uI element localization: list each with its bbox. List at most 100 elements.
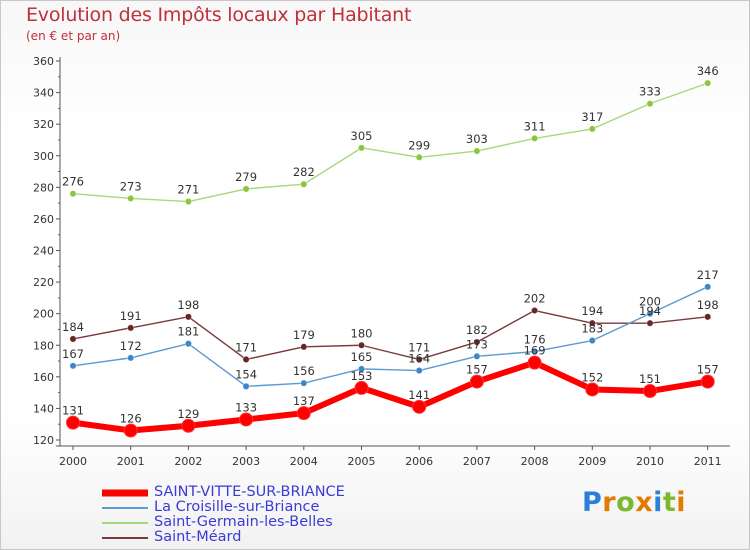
data-point <box>588 319 596 327</box>
x-tick-label: 2007 <box>463 455 491 468</box>
y-tick-label: 140 <box>33 402 54 415</box>
y-tick-label: 160 <box>33 371 54 384</box>
data-label: 346 <box>697 64 719 78</box>
data-label: 276 <box>62 175 84 189</box>
data-label: 198 <box>177 298 199 312</box>
logo-letter: i <box>676 487 687 518</box>
data-label: 184 <box>62 320 84 334</box>
data-label: 167 <box>62 347 84 361</box>
data-label: 157 <box>466 363 488 377</box>
legend-label: SAINT-VITTE-SUR-BRIANCE <box>154 484 345 500</box>
data-point <box>473 147 481 155</box>
y-tick-label: 260 <box>33 213 54 226</box>
data-label: 137 <box>293 394 315 408</box>
data-label: 129 <box>177 407 199 421</box>
data-point <box>646 100 654 108</box>
legend-swatch-saint-meard <box>102 536 148 539</box>
data-label: 279 <box>235 170 257 184</box>
legend-swatch-la-croisille <box>102 506 148 509</box>
data-label: 171 <box>235 340 257 354</box>
data-label: 157 <box>697 363 719 377</box>
data-label: 191 <box>120 309 142 323</box>
series-line <box>72 286 709 388</box>
data-label: 133 <box>235 400 257 414</box>
data-point <box>184 313 192 321</box>
proxiti-logo: Proxiti <box>582 487 686 518</box>
data-point <box>704 79 712 87</box>
y-tick-label: 320 <box>33 118 54 131</box>
data-point <box>242 355 250 363</box>
data-label: 202 <box>524 292 546 306</box>
data-point <box>588 337 596 345</box>
data-label: 194 <box>581 304 603 318</box>
data-point <box>588 125 596 133</box>
data-label: 303 <box>466 132 488 146</box>
data-point <box>69 362 77 370</box>
logo-letter: x <box>635 487 654 518</box>
data-label: 181 <box>177 325 199 339</box>
data-point <box>127 194 135 202</box>
data-label: 273 <box>120 179 142 193</box>
legend-label: Saint-Méard <box>154 529 242 545</box>
y-tick-label: 220 <box>33 276 54 289</box>
y-tick-label: 340 <box>33 87 54 100</box>
chart-subtitle: (en € et par an) <box>26 29 121 43</box>
y-tick-label: 200 <box>33 308 54 321</box>
data-label: 311 <box>524 119 546 133</box>
legend-label: Saint-Germain-les-Belles <box>154 514 333 530</box>
data-point <box>69 190 77 198</box>
data-label: 180 <box>351 326 373 340</box>
data-label: 126 <box>120 412 142 426</box>
data-label: 183 <box>581 322 603 336</box>
data-label: 282 <box>293 165 315 179</box>
data-point <box>469 374 484 389</box>
data-label: 141 <box>408 388 430 402</box>
logo-letter: P <box>582 487 603 518</box>
x-tick-label: 2003 <box>232 455 260 468</box>
data-label: 151 <box>639 372 661 386</box>
data-point <box>184 198 192 206</box>
data-point <box>415 355 423 363</box>
y-tick-label: 240 <box>33 245 54 258</box>
data-point <box>643 384 657 399</box>
data-point <box>242 185 250 193</box>
x-tick-label: 2011 <box>694 455 722 468</box>
legend-label: La Croisille-sur-Briance <box>154 499 320 515</box>
logo-letter: t <box>662 487 677 518</box>
data-label: 271 <box>177 183 199 197</box>
x-tick-label: 2004 <box>290 455 318 468</box>
data-point <box>357 365 365 373</box>
x-tick-label: 2000 <box>59 455 87 468</box>
data-point <box>181 418 196 433</box>
x-tick-label: 2008 <box>521 455 549 468</box>
data-point <box>646 319 654 327</box>
data-point <box>354 380 369 395</box>
y-tick-label: 360 <box>33 55 54 68</box>
logo-letter: i <box>653 487 663 518</box>
data-label: 171 <box>408 340 430 354</box>
legend-swatch-saint-vitte <box>102 489 148 496</box>
logo-letter: r <box>602 487 617 518</box>
data-label: 173 <box>466 337 488 351</box>
data-label: 153 <box>351 369 373 383</box>
data-point <box>300 343 308 351</box>
data-point <box>415 153 423 161</box>
data-point <box>184 340 192 348</box>
data-point <box>357 144 365 152</box>
series-line <box>72 82 709 203</box>
data-point <box>300 180 308 188</box>
data-label: 164 <box>408 352 430 366</box>
data-label: 299 <box>408 138 430 152</box>
chart-title: Evolution des Impôts locaux par Habitant <box>26 4 412 26</box>
data-label: 198 <box>697 298 719 312</box>
data-point <box>357 341 365 349</box>
data-point <box>242 382 250 390</box>
data-label: 333 <box>639 85 661 99</box>
legend-swatch-saint-germain <box>102 521 148 524</box>
data-point <box>412 399 427 414</box>
data-label: 176 <box>524 333 546 347</box>
data-label: 194 <box>639 304 661 318</box>
data-label: 172 <box>120 339 142 353</box>
data-label: 154 <box>235 367 257 381</box>
